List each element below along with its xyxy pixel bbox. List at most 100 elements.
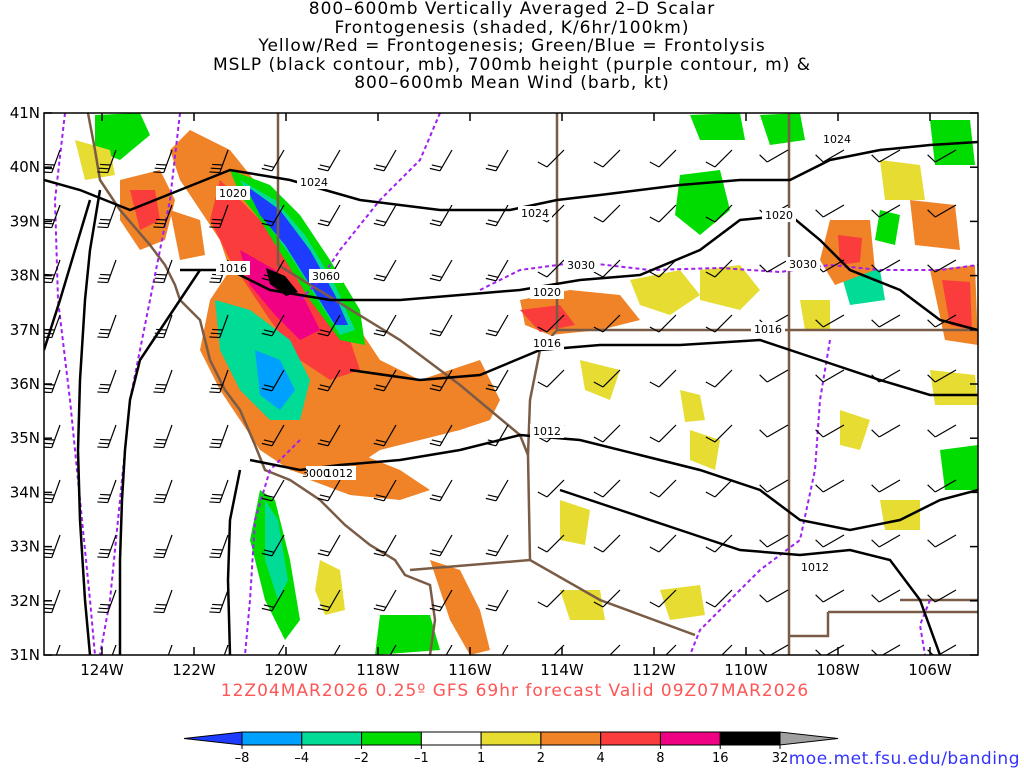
wind-barb [261,534,285,557]
wind-barb [593,424,621,443]
wind-barb [327,644,341,655]
shade-positive [690,430,720,470]
lon-tick-label: 106W [908,661,952,679]
legend-label: –1 [414,751,429,766]
wind-barb [593,149,621,168]
wind-barb [593,314,621,333]
wind-barb [593,479,621,498]
height-label: 3030 [786,257,820,271]
title-line-3: Yellow/Red = Frontogenesis; Green/Blue =… [258,36,766,56]
shade-positive [300,440,430,500]
mslp-contour [44,140,978,212]
height-label: 3030 [564,258,598,272]
mslp-label: 1024 [297,175,331,189]
height-contour [479,260,978,291]
svg-text:3060: 3060 [312,270,340,283]
wind-barb [261,424,285,447]
wind-barb [759,479,789,493]
mslp-contour [559,488,942,655]
height-label: 3000 [302,466,330,480]
legend-label: 16 [712,751,729,766]
wind-barb [593,534,621,553]
wind-barb [593,589,621,608]
legend-swatch [659,731,721,746]
shade-positive [75,140,115,180]
mslp-contours [44,140,978,655]
shade-positive [700,265,760,310]
wind-barb [593,204,621,223]
wind-barb [44,424,61,449]
lon-tick-label: 124W [80,661,124,679]
mslp-contour [76,189,102,655]
wind-barb [209,149,229,174]
wind-barb [705,314,733,333]
wind-barb [871,644,901,655]
legend-swatch [480,731,542,746]
wind-barb [209,589,229,614]
boundaries [86,113,978,655]
height-contour [689,339,831,655]
shade-negative [265,500,288,600]
wind-barb [209,534,229,559]
wind-barb [871,369,901,383]
shade-positive [880,160,925,200]
legend-swatch [241,731,303,746]
shade-positive [838,235,862,265]
wind-barb [871,314,901,328]
legend-swatch [420,731,482,746]
wind-barb [759,259,789,273]
legend-swatch [600,731,661,746]
wind-barb [485,314,509,337]
title-block: 800–600mb Vertically Averaged 2–D Scalar… [0,0,1024,93]
wind-barb [373,204,397,227]
wind-barb [429,369,453,392]
lon-tick-label: 122W [172,661,216,679]
wind-barb [815,314,845,328]
wind-barb [714,644,733,655]
shade-positive [942,280,972,330]
wind-barb [871,479,901,493]
shade-positive [840,410,870,450]
wind-barb [317,204,341,227]
wind-barb [705,369,733,388]
legend-label: 32 [772,751,789,766]
shade-negative [675,170,730,235]
shade-positive [520,305,575,332]
wind-barb [705,149,733,168]
wind-barb [815,424,845,438]
state-border [276,113,530,456]
longitude-axis: 124W 122W 120W 118W 116W 114W 112W 110W 108W 106W [80,113,952,679]
lon-tick-label: 110W [724,661,768,679]
legend-label: 2 [537,751,545,766]
shade-negative [940,445,978,490]
wind-barb [537,589,565,608]
wind-barb [815,644,845,655]
svg-text:1024: 1024 [521,207,549,220]
wind-barb [705,589,733,608]
wind-barb [537,534,565,553]
wind-barb [649,589,677,608]
wind-barb [271,644,285,655]
wind-barb [261,589,285,612]
wind-barb [44,204,61,229]
mslp-label: 1020 [530,285,564,299]
wind-barb [593,369,621,388]
shade-negative [375,615,440,655]
wind-barb [759,369,789,383]
wind-barb [97,204,117,229]
lat-tick-label: 34N [10,483,40,501]
lat-tick-label: 33N [10,538,40,556]
svg-text:1012: 1012 [325,467,353,480]
svg-text:3030: 3030 [567,259,595,272]
wind-barb [927,204,957,218]
mslp-label: 1012 [530,424,564,438]
wind-barb [153,314,173,339]
lon-tick-label: 116W [448,661,492,679]
shade-positive [170,210,205,260]
credit-link[interactable]: moe.met.fsu.edu/banding [788,749,1020,769]
wind-barb [153,259,173,284]
wind-barb [927,259,957,273]
shade-positive [880,500,920,530]
legend-label: 4 [597,751,605,766]
wind-barb [383,644,397,655]
